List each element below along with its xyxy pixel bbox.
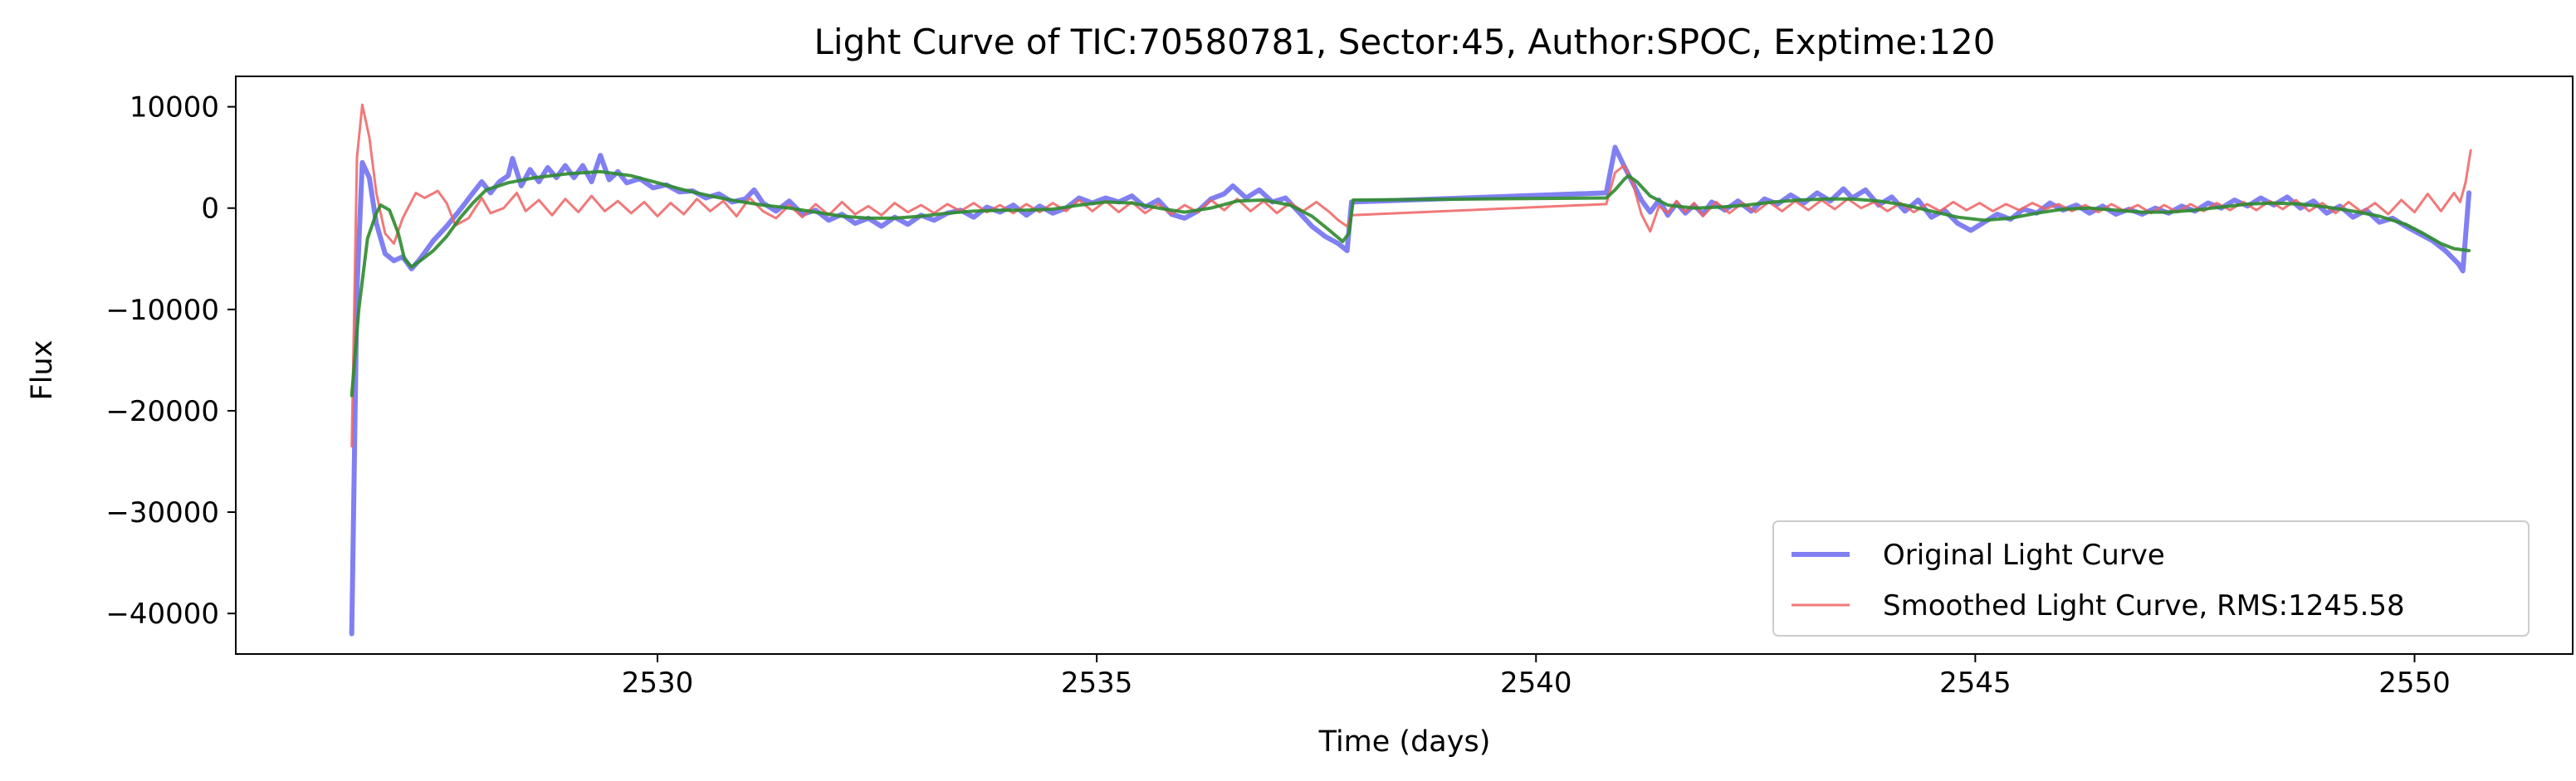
legend-box [1772, 520, 2530, 637]
y-tick-label: −10000 [105, 294, 219, 327]
x-tick-label: 2550 [2378, 666, 2451, 700]
y-tick-label: −40000 [105, 598, 219, 631]
y-axis-label: Flux [26, 340, 59, 401]
plot-area: 2530 2535 2540 2545 2550 10000 0 −10000 −20000 −3… [105, 76, 2574, 700]
y-tick-label: −30000 [105, 496, 219, 530]
legend-label-original: Original Light Curve [1883, 539, 2165, 572]
x-tick-label: 2545 [1939, 666, 2011, 700]
legend: Original Light Curve Smoothed Light Curv… [1772, 520, 2530, 637]
x-tick-label: 2535 [1061, 666, 1133, 700]
chart-title: Light Curve of TIC:70580781, Sector:45, … [814, 22, 1996, 62]
y-tick-label: −20000 [105, 395, 219, 428]
legend-label-smoothed: Smoothed Light Curve, RMS:1245.58 [1883, 589, 2405, 622]
x-tick-label: 2540 [1500, 666, 1572, 700]
x-axis-label: Time (days) [1318, 725, 1491, 759]
x-tick-label: 2530 [622, 666, 694, 700]
y-tick-label: 10000 [130, 91, 219, 124]
y-tick-label: 0 [201, 193, 219, 226]
series-trend-line [349, 169, 2471, 398]
axes-frame [235, 76, 2574, 655]
